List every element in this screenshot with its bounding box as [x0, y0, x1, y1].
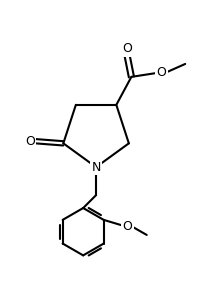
Text: O: O: [25, 135, 35, 148]
Text: N: N: [91, 161, 101, 174]
Text: O: O: [123, 220, 132, 233]
Text: O: O: [157, 66, 167, 79]
Text: O: O: [122, 42, 132, 55]
